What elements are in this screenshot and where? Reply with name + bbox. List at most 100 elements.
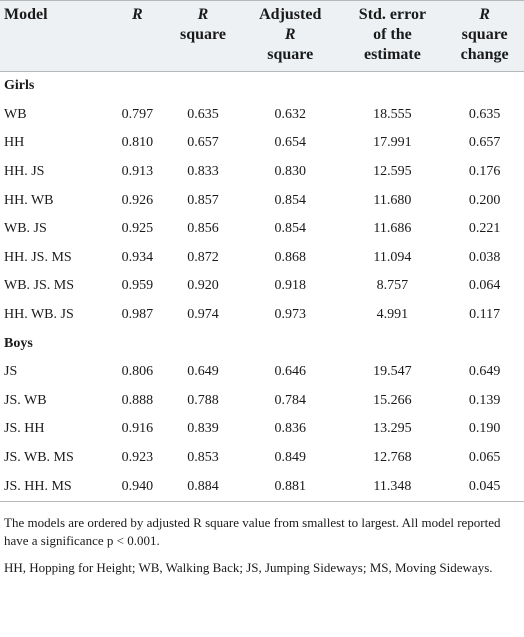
value-cell: 0.065 <box>468 450 501 466</box>
value-cell: 0.916 <box>121 421 154 437</box>
value-cell: 0.974 <box>187 307 219 323</box>
data-row: JS. HH 0.916 0.839 0.836 13.295 0.190 <box>0 415 524 444</box>
data-row: HH. JS 0.913 0.833 0.830 12.595 0.176 <box>0 158 524 187</box>
value-cell: 0.853 <box>187 450 219 466</box>
value-cell: 0.934 <box>121 249 154 265</box>
value-cell: 8.757 <box>376 278 409 294</box>
group-label: Boys <box>4 335 33 351</box>
value-cell: 0.888 <box>121 392 154 408</box>
header-text: square <box>267 46 314 63</box>
value-cell: 0.836 <box>274 421 306 437</box>
header-cell: Std. error of the estimate <box>339 0 446 72</box>
header-text: square <box>461 26 508 43</box>
model-cell: HH. JS. MS <box>4 249 72 265</box>
value-cell: 18.555 <box>373 106 412 122</box>
value-cell: 0.654 <box>274 135 306 151</box>
model-cell: JS. HH <box>4 421 45 437</box>
header-cell: R <box>109 0 166 72</box>
value-cell: 0.856 <box>187 221 219 237</box>
group-row: Girls <box>0 72 524 101</box>
header-text: Model <box>4 6 48 23</box>
value-cell: 0.940 <box>109 472 166 502</box>
note: HH, Hopping for Height; WB, Walking Back… <box>4 559 493 575</box>
value-cell: 0.200 <box>468 192 501 208</box>
header-text: estimate <box>363 46 421 63</box>
data-row: WB. JS 0.925 0.856 0.854 11.686 0.221 <box>0 215 524 244</box>
value-cell: 0.788 <box>187 392 219 408</box>
header-text: R <box>284 26 296 43</box>
value-cell: 0.854 <box>274 221 306 237</box>
value-cell: 0.925 <box>121 221 154 237</box>
value-cell: 0.849 <box>274 450 306 466</box>
header-text: of the <box>373 26 412 43</box>
value-cell: 15.266 <box>373 392 412 408</box>
value-cell: 0.923 <box>121 450 154 466</box>
value-cell: 0.139 <box>468 392 501 408</box>
model-cell: HH. JS <box>4 164 45 180</box>
table-body: Girls WB 0.797 0.635 0.632 18.555 0.635 HH 0.810… <box>0 72 524 502</box>
value-cell: 0.045 <box>445 472 524 502</box>
value-cell: 0.064 <box>468 278 501 294</box>
value-cell: 0.797 <box>121 106 154 122</box>
value-cell: 0.632 <box>274 106 306 122</box>
value-cell: 0.959 <box>121 278 154 294</box>
model-cell: JS. WB. MS <box>4 450 74 466</box>
model-cell: HH. WB. JS <box>4 307 74 323</box>
value-cell: 11.094 <box>373 249 412 265</box>
value-cell: 0.117 <box>469 307 501 323</box>
model-cell: JS <box>4 364 18 380</box>
value-cell: 0.926 <box>121 192 154 208</box>
data-row: WB. JS. MS 0.959 0.920 0.918 8.757 0.064 <box>0 272 524 301</box>
value-cell: 0.881 <box>240 472 340 502</box>
data-row: JS. WB. MS 0.923 0.853 0.849 12.768 0.065 <box>0 444 524 473</box>
value-cell: 0.839 <box>187 421 219 437</box>
value-cell: 11.680 <box>373 192 412 208</box>
data-row: WB 0.797 0.635 0.632 18.555 0.635 <box>0 101 524 130</box>
data-row: JS. HH. MS 0.940 0.884 0.881 11.348 0.045 <box>0 472 524 502</box>
data-row: HH. JS. MS 0.934 0.872 0.868 11.094 0.038 <box>0 244 524 273</box>
value-cell: 0.872 <box>187 249 219 265</box>
header-cell: Model <box>0 0 110 72</box>
value-cell: 17.991 <box>373 135 412 151</box>
header-text: Adjusted <box>259 6 322 23</box>
value-cell: 0.176 <box>468 164 501 180</box>
value-cell: 0.810 <box>121 135 154 151</box>
data-row: JS 0.806 0.649 0.646 19.547 0.649 <box>0 358 524 387</box>
data-row: HH 0.810 0.657 0.654 17.991 0.657 <box>0 129 524 158</box>
value-cell: 0.918 <box>274 278 306 294</box>
value-cell: 11.686 <box>373 221 412 237</box>
value-cell: 0.657 <box>468 135 501 151</box>
value-cell: 0.854 <box>274 192 306 208</box>
group-row: Boys <box>0 329 524 358</box>
header-text: R <box>132 6 143 23</box>
group-label: Girls <box>4 78 35 94</box>
value-cell: 0.646 <box>274 364 306 380</box>
value-cell: 0.833 <box>187 164 219 180</box>
data-row: JS. WB 0.888 0.788 0.784 15.266 0.139 <box>0 387 524 416</box>
header-text: square <box>180 26 226 43</box>
value-cell: 0.649 <box>187 364 219 380</box>
value-cell: 0.784 <box>274 392 306 408</box>
value-cell: 0.830 <box>274 164 306 180</box>
data-row: HH. WB 0.926 0.857 0.854 11.680 0.200 <box>0 186 524 215</box>
value-cell: 12.595 <box>373 164 412 180</box>
value-cell: 0.868 <box>274 249 306 265</box>
value-cell: 0.649 <box>468 364 501 380</box>
value-cell: 0.884 <box>165 472 241 502</box>
header-text: R <box>479 6 490 23</box>
model-cell: JS. WB <box>4 392 47 408</box>
value-cell: 0.635 <box>468 106 501 122</box>
model-cell: WB <box>4 106 27 122</box>
header-text: Std. error <box>358 6 427 23</box>
model-cell: HH. WB <box>4 192 54 208</box>
value-cell: 0.657 <box>187 135 219 151</box>
value-cell: 0.221 <box>468 221 501 237</box>
value-cell: 0.920 <box>187 278 219 294</box>
model-cell: JS. HH. MS <box>0 472 110 502</box>
